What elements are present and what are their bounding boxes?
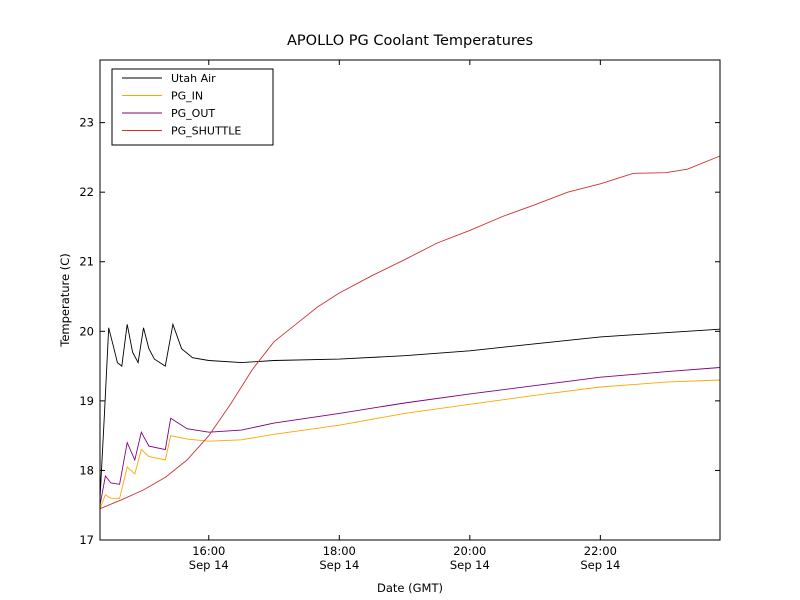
y-tick-label: 18 xyxy=(79,463,94,477)
series-line-pg-out xyxy=(99,367,721,506)
chart-title: APOLLO PG Coolant Temperatures xyxy=(287,33,533,49)
legend: Utah Air PG_IN PG_OUT PG_SHUTTLE xyxy=(111,68,274,146)
x-tick-label-date: Sep 14 xyxy=(580,558,620,572)
y-axis-label: Temperature (C) xyxy=(58,253,72,348)
x-tick-label-time: 16:00 xyxy=(192,544,225,558)
legend-label: PG_OUT xyxy=(171,107,215,120)
x-axis-label: Date (GMT) xyxy=(377,581,443,595)
y-tick-label: 19 xyxy=(79,394,94,408)
legend-label: Utah Air xyxy=(171,72,216,85)
x-tick-label-date: Sep 14 xyxy=(189,558,229,572)
x-tick-label-time: 22:00 xyxy=(584,544,617,558)
legend-label: PG_IN xyxy=(171,90,203,103)
y-tick-label: 22 xyxy=(79,185,94,199)
x-tick-label-time: 20:00 xyxy=(453,544,486,558)
x-tick-label-time: 18:00 xyxy=(323,544,356,558)
y-tick-label: 17 xyxy=(79,533,94,547)
x-tick-label-date: Sep 14 xyxy=(319,558,359,572)
legend-label: PG_SHUTTLE xyxy=(171,125,241,138)
series-line-utah-air xyxy=(99,322,721,499)
y-tick-label: 23 xyxy=(79,116,94,130)
legend-box xyxy=(111,68,274,146)
series-line-pg-in xyxy=(99,379,721,509)
x-tick-label-date: Sep 14 xyxy=(450,558,490,572)
y-tick-label: 20 xyxy=(79,324,94,338)
plot-frame xyxy=(99,59,721,541)
series-line-pg-shuttle xyxy=(99,155,721,510)
y-tick-label: 21 xyxy=(79,255,94,269)
series-layer xyxy=(99,155,721,510)
